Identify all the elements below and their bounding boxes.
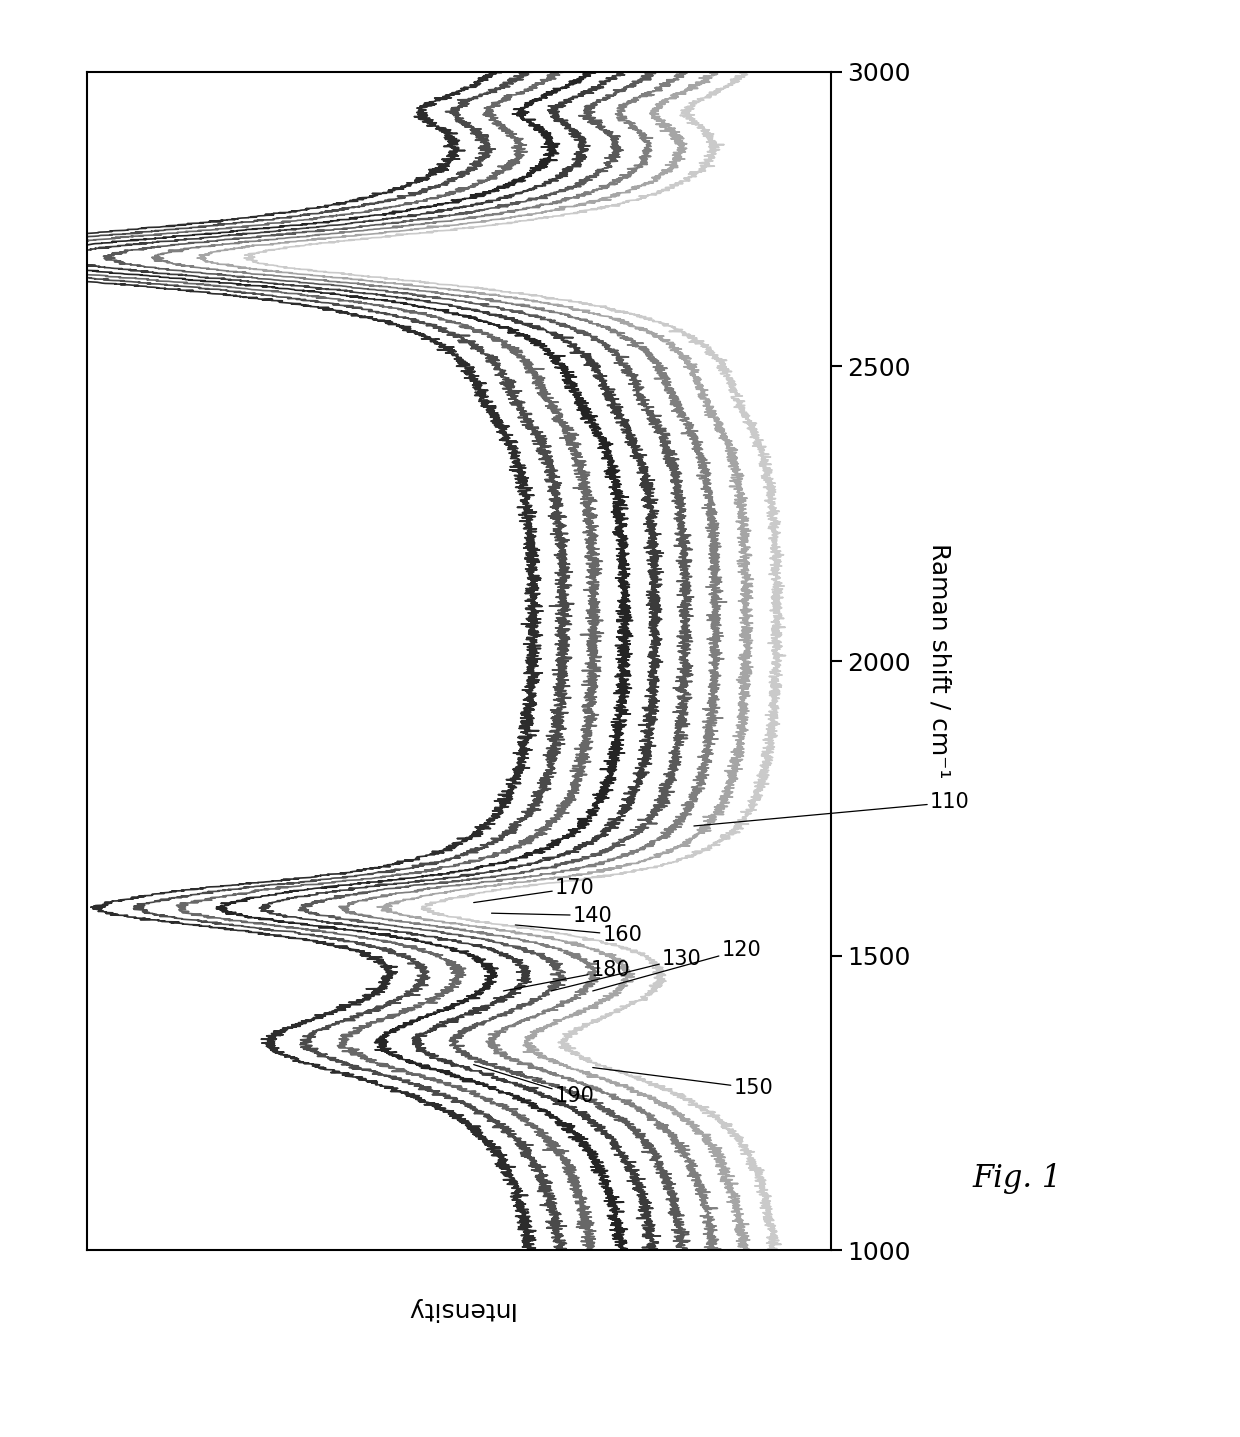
Text: 110: 110: [694, 792, 970, 826]
Text: 170: 170: [474, 878, 595, 902]
Text: 190: 190: [474, 1065, 595, 1106]
Text: 130: 130: [551, 948, 702, 992]
Y-axis label: Raman shift / cm⁻¹: Raman shift / cm⁻¹: [928, 543, 951, 779]
Text: 150: 150: [593, 1068, 774, 1098]
Text: Fig. 1: Fig. 1: [972, 1163, 1061, 1194]
Text: 160: 160: [516, 925, 642, 946]
Text: Intensity: Intensity: [404, 1298, 513, 1322]
Text: 140: 140: [491, 905, 613, 925]
Text: 120: 120: [593, 940, 761, 992]
Text: 180: 180: [503, 960, 630, 992]
